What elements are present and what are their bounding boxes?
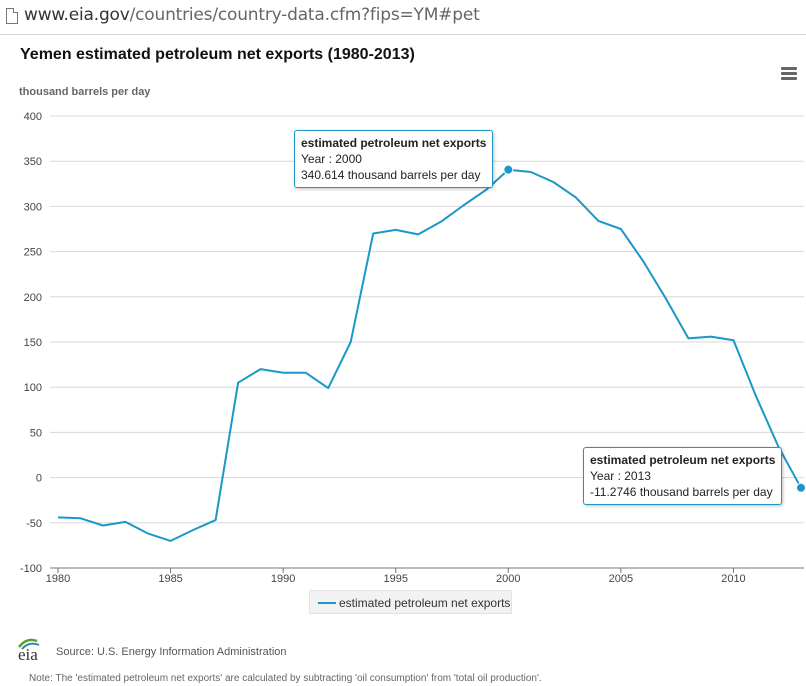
legend-item[interactable]: estimated petroleum net exports [309,590,512,614]
data-point-2013 [796,482,806,493]
series-line [57,168,802,542]
x-tick-label: 2005 [609,573,633,585]
x-tick-label: 1985 [158,573,182,585]
y-tick-label: 150 [24,337,42,349]
y-tick-label: 400 [24,111,42,123]
page-icon [6,8,18,24]
legend-label: estimated petroleum net exports [339,596,511,610]
data-point-2000 [503,164,514,175]
y-tick-label: 250 [24,247,42,259]
y-tick-label: 300 [24,201,42,213]
x-tick-label: 1995 [383,573,407,585]
y-tick-label: -100 [20,563,42,575]
y-axis-label: thousand barrels per day [19,86,151,98]
tooltip-value: -11.2746 thousand barrels per day [590,485,773,499]
x-tick-label: 1990 [271,573,295,585]
x-tick-label: 1980 [46,573,70,585]
y-tick-label: 350 [24,156,42,168]
tooltip-2000: estimated petroleum net exports Year : 2… [294,130,494,188]
note-text: Note: The 'estimated petroleum net expor… [29,673,542,684]
eia-logo-icon[interactable] [15,637,49,661]
source-text: Source: U.S. Energy Information Administ… [56,646,287,658]
x-tick-label: 2000 [496,573,520,585]
hamburger-menu-icon[interactable] [781,67,797,81]
tooltip-year: Year : 2000 [301,152,362,166]
url-domain: www.eia.gov [24,5,130,25]
url-path: /countries/country-data.cfm?fips=YM#pet [129,5,480,25]
y-tick-label: 100 [24,382,42,394]
url-text[interactable]: www.eia.gov/countries/country-data.cfm?f… [24,5,480,25]
legend-line-marker [318,602,336,604]
tooltip-value: 340.614 thousand barrels per day [301,168,481,182]
tooltip-title: estimated petroleum net exports [301,136,487,150]
browser-url-bar[interactable]: www.eia.gov/countries/country-data.cfm?f… [0,0,806,35]
y-tick-label: 200 [24,292,42,304]
chart-title: Yemen estimated petroleum net exports (1… [20,46,415,63]
x-tick-label: 2010 [721,573,745,585]
y-tick-label: 0 [36,473,42,485]
y-tick-label: 50 [30,427,42,439]
tooltip-year: Year : 2013 [590,469,651,483]
y-tick-label: -50 [26,518,42,530]
tooltip-title: estimated petroleum net exports [590,453,776,467]
tooltip-2013: estimated petroleum net exports Year : 2… [583,447,783,505]
eia-logo-text: eia [18,645,38,664]
